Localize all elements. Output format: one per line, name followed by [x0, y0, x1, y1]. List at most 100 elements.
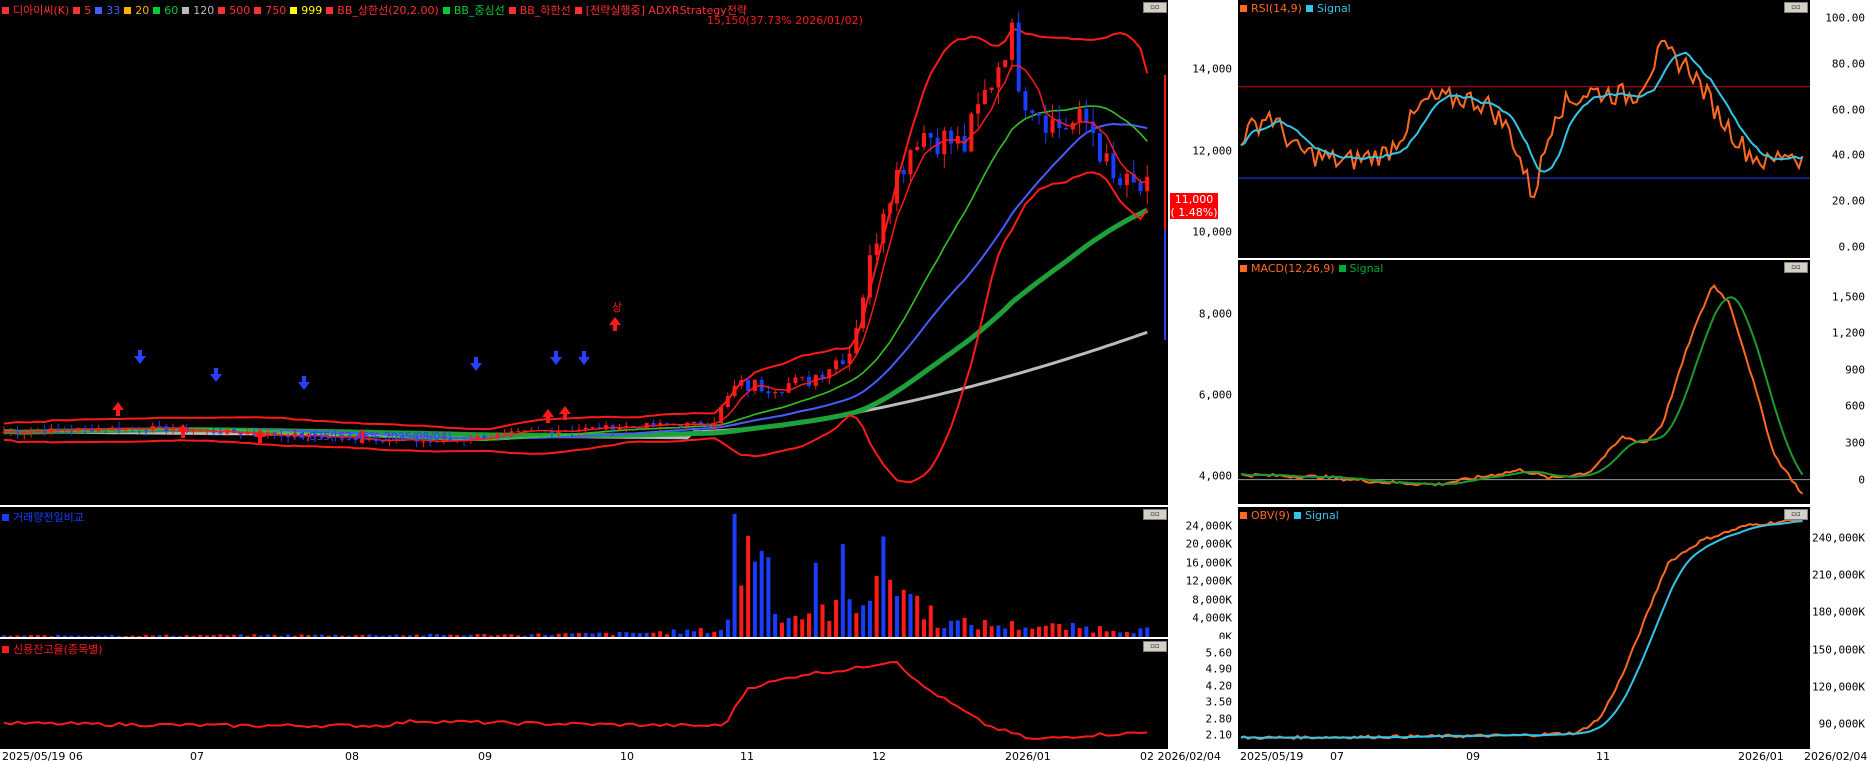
y-tick-label: 4,000 [1198, 469, 1232, 483]
candle-body [651, 422, 656, 426]
volume-bar [651, 632, 656, 637]
candle-body [1118, 178, 1123, 186]
volume-bar [164, 634, 169, 637]
candle-body [428, 441, 433, 443]
volume-bar [759, 550, 764, 637]
candle-body [1037, 112, 1041, 116]
volume-bar [637, 633, 642, 637]
candle-body [692, 421, 696, 423]
candle-body [1097, 133, 1102, 162]
volume-bar [137, 636, 142, 637]
y-tick-label: 5.60 [1205, 646, 1233, 660]
candle-body [198, 430, 203, 432]
macd-chart-pane[interactable]: MACD(12,26,9) Signal ▫▫ [1238, 260, 1810, 504]
volume-bar [590, 633, 595, 637]
y-tick-label: 8,000 [1198, 307, 1232, 321]
candle-body [157, 425, 162, 427]
volume-bar [455, 634, 460, 637]
price-chart-pane[interactable]: 15,150(37.73% 2026/01/02) └4,835(-63.46% … [0, 0, 1168, 505]
x-tick-label: 07 [190, 750, 204, 763]
candle-body [434, 441, 439, 443]
volume-bar [807, 613, 811, 637]
volume-bar [820, 604, 825, 637]
current-price-box: 11,000( 1.48%) [1170, 193, 1218, 219]
obv-chart-pane[interactable]: OBV(9) Signal ▫▫ [1238, 507, 1810, 749]
volume-bar [502, 634, 507, 637]
rsi-title: RSI(14,9) [1251, 2, 1302, 15]
volume-bar [83, 635, 88, 637]
x-tick-label: 11 [740, 750, 754, 763]
volume-bar [556, 633, 561, 637]
volume-bar [773, 613, 778, 637]
legend-item: BB_하한선 [519, 4, 571, 17]
volume-bar [942, 628, 947, 637]
candle-body [1138, 182, 1143, 192]
volume-bar [191, 635, 196, 637]
pane-window-buttons[interactable]: ▫▫ [1784, 2, 1808, 13]
obv-chart-svg [1240, 518, 1803, 741]
volume-bar [1104, 631, 1109, 637]
volume-bar [110, 635, 115, 637]
candle-body [516, 430, 521, 432]
volume-bar [604, 632, 609, 637]
credit-chart-pane[interactable]: 신용잔고율(종목별) ▫▫ [0, 639, 1168, 749]
x-tick-label: 07 [1330, 750, 1344, 763]
x-tick-label: 11 [1596, 750, 1610, 763]
candle-body [1124, 173, 1129, 186]
volume-bar [908, 594, 913, 637]
rsi-legend: RSI(14,9) Signal [1240, 2, 1355, 15]
candle-body [1050, 119, 1055, 133]
volume-bar [150, 635, 155, 637]
volume-bar [996, 625, 1001, 637]
x-tick-label: 10 [620, 750, 634, 763]
pane-window-buttons[interactable]: ▫▫ [1143, 509, 1167, 520]
candle-body [353, 437, 358, 441]
y-tick-label: 4.90 [1205, 662, 1233, 676]
y-tick-label: 12,000 [1192, 144, 1232, 158]
y-tick-label: 24,000K [1185, 519, 1232, 533]
pane-window-buttons[interactable]: ▫▫ [1784, 509, 1808, 520]
candle-body [800, 376, 805, 378]
rsi-chart-svg [1238, 39, 1810, 199]
volume-chart-svg [2, 513, 1150, 637]
volume-bar [1003, 628, 1008, 637]
candle-body [854, 328, 859, 354]
candle-body [793, 377, 798, 384]
x-tick-label: 09 [1466, 750, 1480, 763]
volume-bar [827, 620, 832, 637]
legend-swatch [124, 7, 132, 14]
legend-item: BB_상한선(20,2.00) [337, 4, 439, 17]
legend-swatch [1240, 265, 1247, 272]
candle-body [617, 427, 622, 430]
volume-bar [861, 605, 866, 637]
volume-bar [644, 632, 649, 637]
volume-chart-pane[interactable]: 거래량전일비교 ▫▫ [0, 507, 1168, 637]
y-tick-label: 16,000K [1185, 556, 1232, 570]
credit-line [3, 660, 1148, 740]
credit-chart-svg [3, 660, 1148, 740]
candle-body [739, 380, 744, 386]
volume-bar [739, 585, 744, 637]
volume-bar [89, 635, 94, 637]
candle-body [705, 425, 710, 427]
volume-bar [1077, 628, 1082, 637]
volume-bar [901, 589, 906, 637]
buy-arrow [177, 424, 189, 438]
bb-mid-line [3, 105, 1148, 441]
price-legend: 디아이씨(K) 5 33 20 60 120 500 750 999 BB_상한선(20,2.00… [2, 2, 751, 18]
y-tick-label: 0.00 [1838, 240, 1866, 254]
volume-bar [387, 635, 392, 637]
volume-bar [563, 633, 568, 637]
pane-window-buttons[interactable]: ▫▫ [1143, 641, 1167, 652]
volume-bar [631, 632, 636, 637]
pane-window-buttons[interactable]: ▫▫ [1143, 2, 1167, 13]
pane-window-buttons[interactable]: ▫▫ [1784, 262, 1808, 273]
volume-bar [1037, 626, 1041, 637]
sell-arrow [210, 368, 222, 382]
volume-bar [881, 536, 886, 637]
volume-bar [928, 605, 933, 637]
volume-bar [725, 619, 730, 637]
legend-item: 750 [265, 4, 287, 17]
volume-bar [1009, 621, 1014, 637]
rsi-chart-pane[interactable]: RSI(14,9) Signal ▫▫ [1238, 0, 1810, 258]
